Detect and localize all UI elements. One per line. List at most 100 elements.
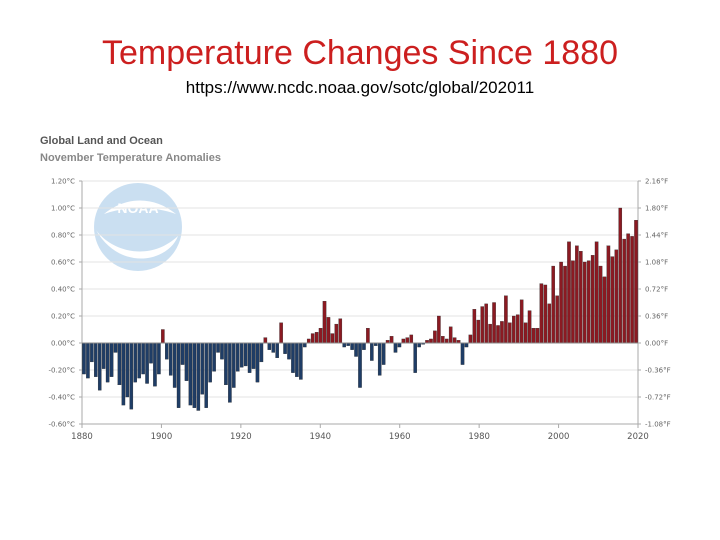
bar-1943 [330,333,335,344]
bar-1962 [405,337,410,344]
bar-1981 [480,306,484,344]
bar-1921 [243,342,248,367]
bar-1992 [523,322,528,344]
bar-2007 [583,261,587,344]
bar-1933 [291,342,295,373]
y-tick-label-left: 0.20°C [51,313,75,321]
bar-1949 [354,342,358,357]
bar-1937 [306,338,311,344]
bar-2011 [598,265,603,344]
bar-2018 [626,233,630,344]
bar-1925 [259,342,264,363]
bar-1881 [86,342,90,379]
bar-1880 [82,342,86,375]
bar-1902 [168,342,173,376]
y-tick-label-right: 1.44°F [645,232,668,240]
y-tick-label-right: 0.00°F [645,340,668,348]
x-tick-label: 1900 [151,432,173,442]
noaa-logo: NOAA [94,183,182,271]
bar-1935 [299,342,303,380]
x-tick-label: 2000 [548,432,570,442]
bar-1996 [539,283,544,344]
bar-1953 [370,342,374,361]
bar-1900 [161,329,165,344]
noaa-logo-bird [104,200,176,214]
y-tick-label-left: 0.40°C [51,286,75,294]
y-tick-label-left: -0.40°C [49,394,76,402]
bar-1896 [145,342,149,384]
bar-1980 [476,319,481,344]
bar-1928 [271,342,276,353]
slide-title: Temperature Changes Since 1880 [102,34,618,72]
bar-1952 [366,327,370,344]
bar-1919 [235,342,240,372]
bar-1995 [535,327,540,344]
bar-1938 [310,333,315,344]
bar-2010 [594,241,599,344]
bar-2009 [590,255,595,344]
bar-1920 [239,342,244,368]
bar-1960 [397,342,402,348]
bar-1893 [133,342,137,383]
bar-1989 [512,315,516,344]
bar-1970 [437,315,441,344]
bar-1936 [303,342,307,348]
bar-1985 [496,325,500,344]
bar-1910 [200,342,205,395]
bar-1976 [460,342,465,365]
y-tick-label-left: -0.60°C [49,421,76,429]
bar-1998 [547,303,552,344]
bar-1922 [247,342,252,373]
y-tick-label-left: 1.00°C [51,205,75,213]
bar-1912 [208,342,212,383]
bar-1951 [362,342,366,350]
bar-1883 [94,342,98,377]
bar-1899 [157,342,161,375]
y-tick-label-right: -0.36°F [645,367,671,375]
bar-1939 [314,332,319,344]
y-tick-label-right: -0.72°F [645,394,671,402]
y-tick-label-left: 0.60°C [51,259,75,267]
bar-1898 [153,342,157,387]
bar-1927 [267,342,272,350]
x-tick-label: 1940 [309,432,331,442]
bar-2005 [575,245,579,344]
x-tick-label: 1980 [468,432,490,442]
bar-1971 [441,336,445,344]
bar-1918 [232,342,236,388]
bar-1892 [129,342,134,410]
bar-1999 [551,265,555,344]
bar-2006 [579,251,583,344]
bar-1973 [448,326,453,344]
bar-2019 [630,236,634,344]
bar-2014 [610,256,615,344]
bar-2020 [634,219,638,344]
source-url: https://www.ncdc.noaa.gov/sotc/global/20… [185,78,535,97]
bar-1965 [417,342,421,348]
bar-1886 [105,342,110,383]
x-tick-label: 1920 [230,432,252,442]
bar-1929 [275,342,279,359]
bar-1911 [204,342,208,408]
bar-1945 [338,318,343,344]
bar-2001 [559,261,563,344]
bar-1987 [504,295,508,344]
bar-1913 [212,342,216,372]
bar-1978 [468,334,473,344]
bar-1974 [452,337,457,344]
bar-1924 [255,342,260,383]
bar-1979 [472,309,477,344]
bar-1926 [263,337,268,344]
bar-1884 [97,342,102,391]
y-tick-label-right: 0.36°F [645,313,668,321]
bar-1984 [492,302,496,344]
bar-1956 [381,342,386,365]
bar-1963 [409,334,414,344]
bar-1930 [279,322,283,344]
bar-1901 [165,342,169,360]
y-tick-label-right: 1.08°F [645,259,668,267]
bar-1948 [350,342,354,350]
bar-1972 [444,338,449,344]
x-tick-label: 1880 [71,432,93,442]
